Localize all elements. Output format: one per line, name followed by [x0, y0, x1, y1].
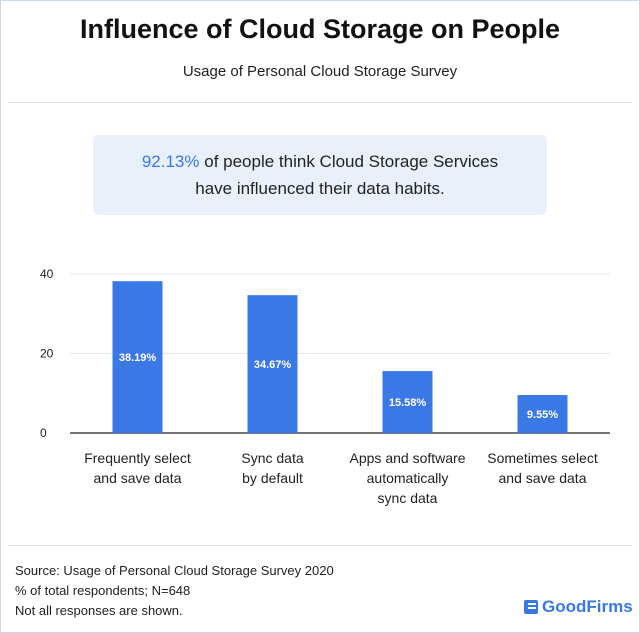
x-tick-label: and save data — [94, 470, 182, 486]
brand-name: GoodFirms — [542, 597, 633, 616]
y-tick-label: 20 — [40, 347, 54, 361]
chart-subtitle: Usage of Personal Cloud Storage Survey — [182, 63, 458, 80]
x-tick-label: Apps and software — [350, 450, 466, 466]
bar-value-label: 34.67% — [254, 359, 292, 371]
y-tick-label: 0 — [40, 426, 47, 440]
bar-value-label: 38.19% — [119, 352, 157, 364]
bar — [517, 395, 568, 433]
footer-note: Not all responses are shown. — [15, 603, 183, 618]
y-tick-label: 40 — [40, 267, 54, 281]
bar-chart: 0 20 40 38.19% Frequently select and save dat… — [40, 267, 610, 506]
footer-divider — [8, 545, 632, 546]
callout-line-2: have influenced their data habits. — [195, 179, 445, 198]
x-tick-label: automatically — [367, 470, 449, 486]
footer-source: Source: Usage of Personal Cloud Storage … — [15, 563, 334, 578]
brand-logo: GoodFirms — [524, 597, 633, 617]
x-tick-label: by default — [242, 470, 303, 486]
bar — [112, 281, 163, 433]
goodfirms-logo-icon — [524, 600, 538, 614]
callout-line-1: 92.13% of people think Cloud Storage Ser… — [93, 148, 547, 175]
bar-value-label: 15.58% — [389, 397, 427, 409]
x-tick-label: Frequently select — [84, 450, 191, 466]
chart-title: Influence of Cloud Storage on People — [79, 14, 561, 44]
callout-text-1: of people think Cloud Storage Services — [199, 152, 499, 171]
x-tick-label: sync data — [378, 490, 438, 506]
bar — [382, 371, 433, 433]
header-divider — [8, 102, 632, 103]
x-tick-label: Sync data — [241, 450, 303, 466]
highlight-callout: 92.13% of people think Cloud Storage Ser… — [93, 135, 547, 215]
callout-highlight-value: 92.13% — [141, 152, 200, 171]
bar-value-label: 9.55% — [527, 409, 558, 421]
footer-respondents: % of total respondents; N=648 — [15, 583, 191, 598]
footer-notes: Source: Usage of Personal Cloud Storage … — [15, 561, 334, 621]
x-tick-label: and save data — [499, 470, 587, 486]
x-tick-label: Sometimes select — [487, 450, 598, 466]
bar — [247, 295, 298, 433]
